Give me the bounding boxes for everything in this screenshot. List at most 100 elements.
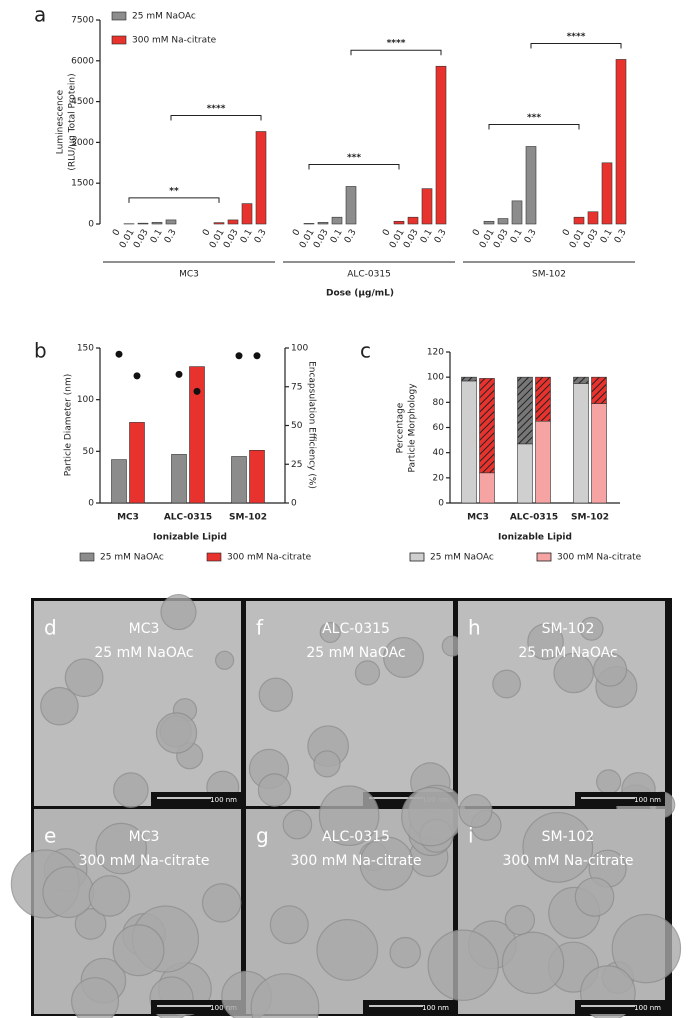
- micrograph-letter: h: [468, 616, 481, 640]
- bar-upper: [479, 378, 495, 474]
- particle: [250, 973, 320, 1018]
- particle: [427, 929, 499, 1001]
- bar-upper: [573, 376, 589, 384]
- x-tick-label: MC3: [117, 513, 139, 523]
- micrograph-buffer: 300 mM Na-citrate: [503, 853, 634, 869]
- x-tick-label: 0.1: [419, 228, 435, 245]
- bar: [615, 59, 627, 225]
- significance-bracket: [170, 115, 262, 121]
- significance-bracket: [488, 123, 580, 130]
- particle: [258, 677, 294, 712]
- x-tick-label: 0.03: [132, 228, 151, 250]
- bar: [303, 223, 315, 225]
- x-tick-label: 0: [561, 228, 573, 238]
- y-tick-label: 80: [433, 398, 445, 408]
- x-axis-label: Ionizable Lipid: [498, 533, 572, 543]
- y-tick-label: 40: [433, 448, 445, 458]
- x-tick-label: 0.03: [312, 228, 331, 250]
- panel-letter: b: [34, 339, 47, 363]
- panel-letter: a: [34, 3, 46, 27]
- x-tick-label: 0: [471, 228, 483, 238]
- x-tick-label: 0: [201, 228, 213, 238]
- scale-bar-label: 100 nm: [634, 1004, 661, 1012]
- micrograph-buffer: 25 mM NaOAc: [94, 645, 193, 661]
- particle: [282, 809, 313, 840]
- particle: [42, 866, 95, 919]
- y-tick-label: 100: [77, 395, 94, 405]
- bar: [249, 449, 265, 504]
- bar: [129, 422, 145, 504]
- bar-upper: [591, 376, 607, 404]
- y-tick-label: 150: [77, 344, 94, 354]
- micrograph: i SM-102 300 mM Na-citrate 100 nm: [427, 793, 682, 1018]
- particle: [504, 904, 536, 936]
- y-tick-label: 3000: [71, 138, 94, 148]
- legend-label: 300 mM Na-citrate: [557, 553, 642, 563]
- y-axis-label: (RLU/μg Total Protein): [68, 73, 78, 170]
- significance-bracket: [128, 197, 220, 203]
- y2-axis-label: Encapsulation Efficiency (%): [307, 361, 317, 489]
- y-tick-label: 50: [83, 447, 95, 457]
- x-tick-label: 0.1: [329, 228, 345, 245]
- particle: [359, 836, 414, 891]
- x-tick-label: ALC-0315: [510, 513, 558, 523]
- x-tick-label: SM-102: [229, 513, 267, 523]
- bar-lower: [461, 380, 477, 504]
- micrograph-buffer: 25 mM NaOAc: [518, 645, 617, 661]
- dot: [193, 387, 201, 395]
- bar: [331, 216, 343, 225]
- bar: [601, 162, 613, 225]
- x-tick-label: ALC-0315: [164, 513, 212, 523]
- x-axis-label: Dose (μg/mL): [326, 289, 394, 299]
- bar: [317, 222, 329, 225]
- bar: [137, 222, 149, 225]
- dot: [253, 352, 261, 360]
- y-tick-label: 7500: [71, 16, 94, 26]
- x-tick-label: 0.3: [613, 228, 629, 245]
- y-tick-label: 1500: [71, 179, 94, 189]
- bar-lower: [479, 472, 495, 504]
- y2-tick-label: 75: [291, 382, 302, 392]
- x-tick-label: 0.3: [343, 228, 359, 245]
- particle: [354, 660, 381, 686]
- particle: [383, 636, 425, 678]
- y-tick-label: 120: [427, 348, 444, 358]
- group-label: MC3: [179, 270, 199, 280]
- group-label: SM-102: [532, 270, 566, 280]
- legend-swatch: [111, 35, 127, 45]
- x-tick-label: 0.3: [163, 228, 179, 245]
- micrograph-buffer: 25 mM NaOAc: [306, 645, 405, 661]
- dot: [115, 350, 123, 358]
- micrograph: d MC3 25 mM NaOAc 100 nm: [34, 593, 241, 808]
- x-tick-label: 0.03: [582, 228, 601, 250]
- significance-label: ****: [567, 32, 586, 42]
- particle: [88, 875, 131, 917]
- group-label: ALC-0315: [347, 270, 391, 280]
- y2-tick-label: 0: [291, 499, 297, 509]
- significance-bracket: [308, 163, 400, 170]
- scale-bar-label: 100 nm: [422, 1004, 449, 1012]
- bar: [435, 65, 447, 225]
- particle: [113, 772, 149, 808]
- y-tick-label: 100: [427, 373, 444, 383]
- particle: [579, 616, 604, 641]
- x-tick-label: 0.1: [599, 228, 615, 245]
- scale-bar-label: 100 nm: [634, 796, 661, 804]
- x-tick-label: 0.3: [523, 228, 539, 245]
- y-tick-label: 0: [88, 499, 94, 509]
- legend-label: 25 mM NaOAc: [100, 553, 164, 563]
- legend-label: 25 mM NaOAc: [132, 12, 196, 22]
- dot: [235, 352, 243, 360]
- significance-label: ***: [347, 153, 361, 163]
- bar: [255, 131, 267, 225]
- bar-lower: [517, 443, 533, 504]
- y-tick-label: 0: [88, 220, 94, 230]
- bar-lower: [591, 403, 607, 504]
- bar: [573, 216, 585, 225]
- x-tick-label: 0.3: [253, 228, 269, 245]
- micrograph: g ALC-0315 300 mM Na-citrate 100 nm: [221, 784, 466, 1018]
- scale-bar-bg: [575, 792, 665, 806]
- y-tick-label: 0: [438, 499, 444, 509]
- particle: [201, 883, 242, 923]
